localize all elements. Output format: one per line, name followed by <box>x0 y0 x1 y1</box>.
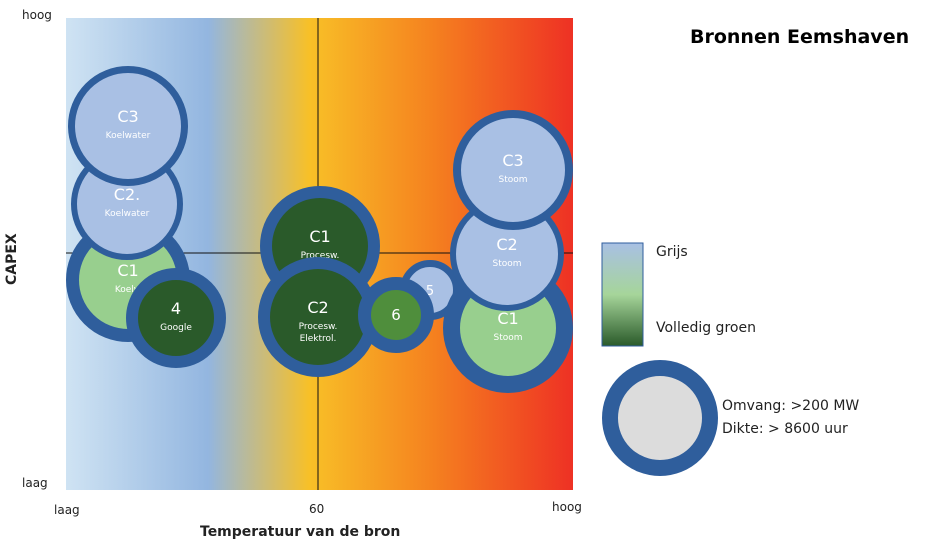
x-axis-title: Temperatuur van de bron <box>200 524 401 540</box>
x-axis-low-label: laag <box>54 503 80 517</box>
bubble-subtitle: Koelwater <box>106 131 151 141</box>
bubble-circle <box>453 110 573 230</box>
bubble-subtitle: Stoom <box>498 175 527 185</box>
bubble-code: 6 <box>391 306 401 324</box>
bubble-circle <box>68 66 188 186</box>
bubble-code: C1 <box>497 309 518 328</box>
bubble-code: C3 <box>502 151 523 170</box>
bubble-subtitle: Google <box>160 323 192 333</box>
bubble-code: C1 <box>117 261 138 280</box>
bubble-circle <box>258 257 378 377</box>
bubble-subtitle: Stoom <box>493 333 522 343</box>
y-axis-title: CAPEX <box>4 233 20 285</box>
bubble-code: C2. <box>114 185 140 204</box>
bubble-subtitle: Stoom <box>492 259 521 269</box>
legend-size-circle <box>602 360 718 476</box>
bubble-c3-stoom: C3 Stoom <box>453 110 573 230</box>
legend-gradient-bar <box>601 242 644 347</box>
bubble-circle <box>126 268 226 368</box>
bubble-code: C2 <box>307 298 328 317</box>
bubble-subtitle-2: Elektrol. <box>300 334 337 344</box>
x-axis-mid-label: 60 <box>309 502 325 516</box>
y-axis-high-label: hoog <box>22 8 52 22</box>
bubble-c2-procesw: C2 Procesw. Elektrol. <box>258 257 378 377</box>
legend-dikte: Dikte: > 8600 uur <box>722 421 848 437</box>
bubble-subtitle: Koelw <box>115 285 141 295</box>
bubble-4-google: 4 Google <box>126 268 226 368</box>
legend-omvang: Omvang: >200 MW <box>722 398 860 414</box>
bubble-code: 4 <box>171 299 181 318</box>
bubble-subtitle: Procesw. <box>301 251 340 261</box>
bubble-code: C2 <box>496 235 517 254</box>
x-axis-high-label: hoog <box>552 500 582 514</box>
legend-volledig-groen: Volledig groen <box>656 320 756 336</box>
bubble-code: C3 <box>117 107 138 126</box>
y-axis-low-label: laag <box>22 476 48 490</box>
bubble-c2-stoom: C2 Stoom <box>450 197 564 311</box>
bubble-subtitle: Procesw. <box>299 322 338 332</box>
bubble-code: C1 <box>309 227 330 246</box>
bubble-6: 6 <box>358 277 434 353</box>
bubble-c3-koelwater: C3 Koelwater <box>68 66 188 186</box>
bubble-circle <box>358 277 434 353</box>
bubble-subtitle: Koelwater <box>105 209 150 219</box>
legend-grijs: Grijs <box>656 244 688 260</box>
bubble-code: 5 <box>426 284 434 299</box>
page-title: Bronnen Eemshaven <box>690 26 910 48</box>
